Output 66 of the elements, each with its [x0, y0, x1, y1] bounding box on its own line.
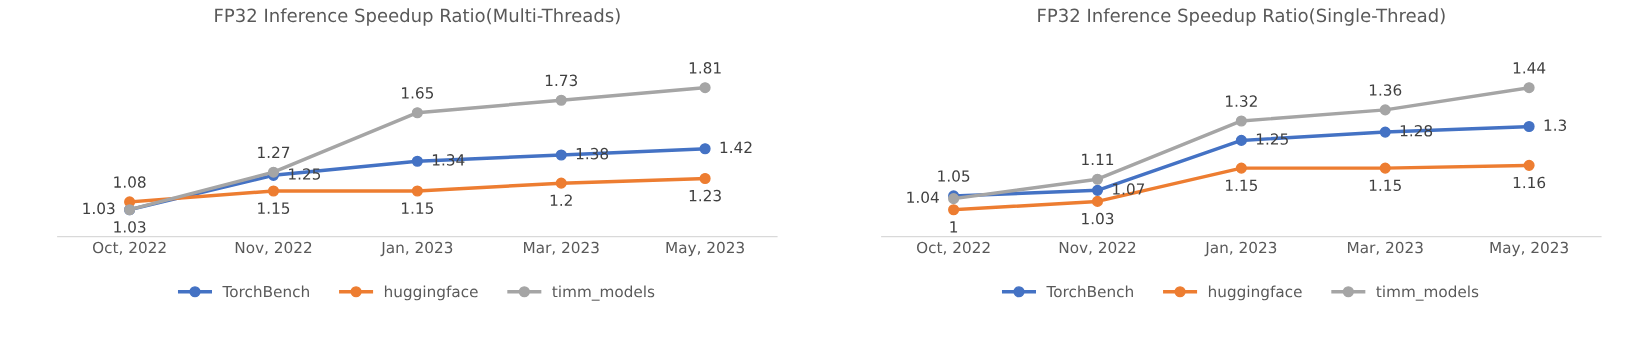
data-label: 1	[950, 221, 958, 233]
data-label: 1.07	[1113, 183, 1145, 195]
point	[1235, 115, 1247, 127]
x-tick-label: Mar, 2023	[524, 241, 599, 255]
x-tick-label: May, 2023	[1490, 241, 1568, 257]
x-tick-label: Oct, 2022	[92, 241, 166, 255]
point	[411, 185, 423, 197]
data-label: 1.11	[1082, 153, 1114, 165]
data-label: 1.03	[83, 202, 115, 215]
data-label: 1.65	[402, 87, 434, 99]
point	[1379, 104, 1391, 116]
point	[1523, 120, 1535, 133]
data-label: 1.05	[938, 170, 970, 182]
point	[267, 185, 280, 197]
point	[699, 143, 711, 155]
point	[1523, 82, 1535, 94]
point	[1379, 126, 1391, 138]
x-tick-label: Jan, 2023	[380, 241, 453, 257]
legend-label: huggingface	[1208, 285, 1302, 301]
data-label: 1.15	[1369, 179, 1401, 192]
point	[1235, 134, 1247, 146]
point	[699, 82, 711, 94]
x-tick-label: Mar, 2023	[1348, 241, 1423, 255]
chart-title: FP32 Inference Speedup Ratio(Single-Thread)	[1038, 8, 1445, 26]
point	[948, 204, 960, 216]
point	[411, 107, 423, 119]
legend-label: timm_models	[1376, 285, 1479, 301]
data-label: 1.15	[1226, 179, 1258, 192]
data-label: 1.16	[1513, 176, 1546, 189]
point	[411, 155, 423, 167]
point	[555, 94, 567, 106]
data-label: 1.27	[258, 146, 290, 158]
data-label: 1.04	[907, 191, 939, 204]
legend-label: TorchBench	[1046, 285, 1133, 298]
data-label: 1.36	[1369, 84, 1402, 96]
point	[1235, 162, 1247, 174]
point	[1523, 159, 1535, 171]
data-label: 1.42	[720, 141, 752, 153]
legend-label: huggingface	[384, 285, 478, 301]
chart-title: FP32 Inference Speedup Ratio(Multi-Threads)	[215, 8, 620, 26]
x-tick-label: Jan, 2023	[1204, 241, 1277, 257]
data-label: 1.32	[1226, 95, 1257, 107]
point	[1091, 184, 1104, 196]
data-label: 1.03	[1082, 212, 1114, 225]
data-label: 1.15	[258, 202, 290, 214]
x-tick-label: Nov, 2022	[1059, 241, 1136, 255]
data-label: 1.08	[114, 176, 146, 188]
x-tick-label: Nov, 2022	[235, 241, 312, 255]
x-tick-label: May, 2023	[666, 241, 744, 257]
data-label: 1.15	[402, 202, 434, 214]
point	[1091, 195, 1104, 207]
data-label: 1.81	[689, 62, 721, 74]
data-label: 1.3	[1544, 119, 1567, 131]
point	[699, 172, 711, 185]
data-label: 1.03	[114, 221, 146, 233]
legend-label: TorchBench	[222, 285, 309, 298]
legend-label: timm_models	[552, 285, 655, 301]
data-label: 1.2	[550, 194, 572, 206]
point	[555, 149, 567, 161]
data-label: 1.73	[545, 74, 578, 87]
point	[1091, 173, 1104, 185]
point	[555, 177, 567, 189]
x-tick-label: Oct, 2022	[916, 241, 990, 255]
point	[1379, 162, 1391, 174]
data-label: 1.44	[1513, 62, 1546, 74]
data-label: 1.23	[689, 189, 721, 202]
